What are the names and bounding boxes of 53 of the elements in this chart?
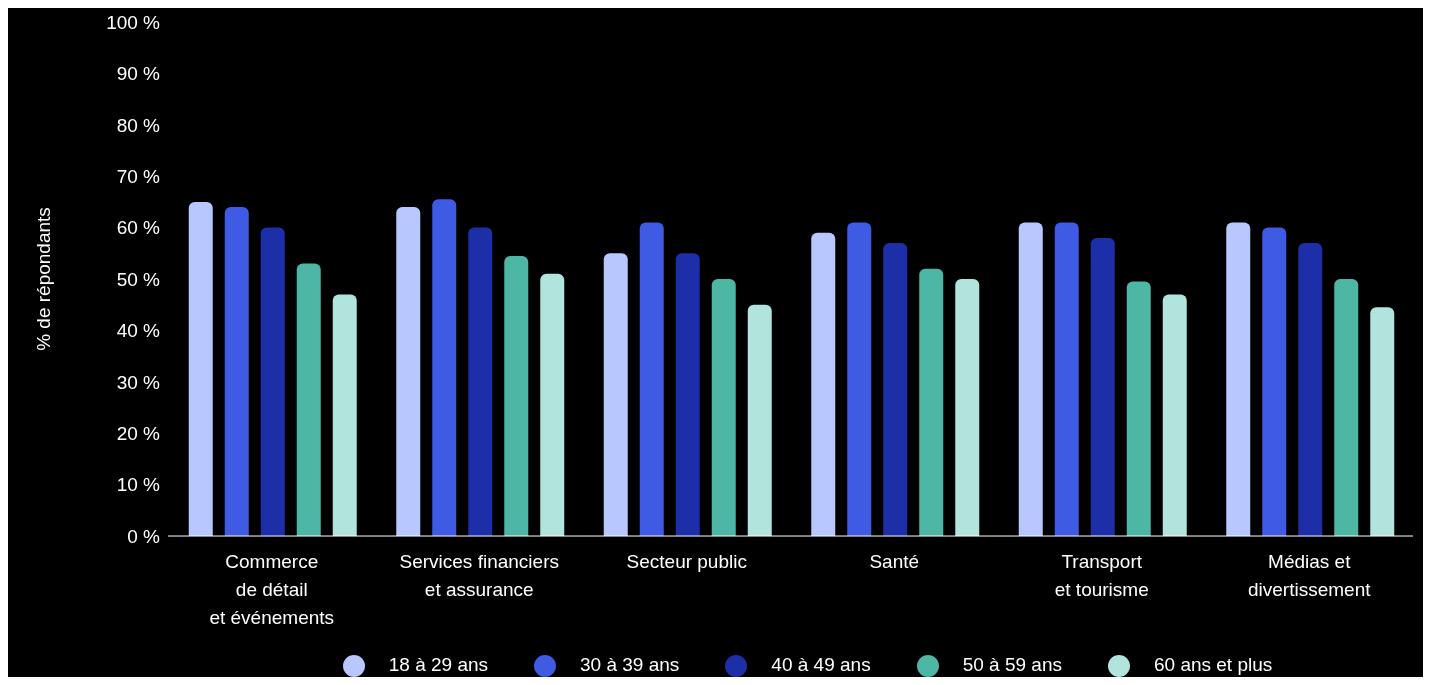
bar [224, 207, 249, 537]
bar [1226, 222, 1251, 537]
bar [639, 222, 664, 537]
y-tick-label: 10 % [116, 474, 161, 496]
bar [1126, 281, 1151, 537]
bar [603, 253, 628, 537]
x-tick-label: Transport et tourisme [1054, 551, 1149, 601]
legend-label: 30 à 39 ans [580, 654, 680, 676]
y-tick-label: 40 % [116, 320, 161, 342]
legend-label: 50 à 59 ans [962, 654, 1062, 676]
bar [332, 294, 357, 537]
bar [1090, 237, 1115, 537]
x-tick-label: Secteur public [626, 551, 747, 573]
bar [711, 279, 736, 537]
x-tick-label: Services financiers et assurance [399, 551, 559, 601]
bar [811, 232, 836, 537]
legend-label: 40 à 49 ans [771, 654, 871, 676]
bar [1262, 227, 1287, 537]
x-tick-label: Santé [869, 551, 920, 573]
bar [883, 243, 908, 537]
y-tick-label: 80 % [116, 114, 161, 136]
bar [432, 199, 457, 537]
bar [1018, 222, 1043, 537]
y-tick-label: 20 % [116, 422, 161, 444]
bar [188, 201, 213, 537]
bar [1054, 222, 1079, 537]
bar [1162, 294, 1187, 537]
y-tick-label: 50 % [116, 268, 161, 290]
bar [919, 268, 944, 537]
y-tick-label: 90 % [116, 63, 161, 85]
bar [847, 222, 872, 537]
y-axis-title: % de répondants [32, 207, 54, 351]
bar [296, 263, 321, 537]
x-tick-label: Commerce de détail et événements [209, 551, 335, 629]
y-tick-label: 30 % [116, 371, 161, 393]
bar [468, 227, 493, 537]
y-tick-label: 70 % [116, 165, 161, 187]
bar [747, 304, 772, 537]
legend-label: 18 à 29 ans [388, 654, 489, 676]
legend-label: 60 ans et plus [1153, 654, 1273, 676]
bar [504, 255, 529, 537]
y-tick-label: 0 % [127, 525, 161, 547]
y-tick-label: 100 % [106, 11, 161, 33]
bar [1370, 307, 1395, 537]
x-tick-label: Médias et divertissement [1248, 551, 1372, 601]
bar [540, 273, 565, 537]
bar [1334, 279, 1359, 537]
bar [260, 227, 285, 537]
bar [955, 279, 980, 537]
bar [675, 253, 700, 537]
y-tick-label: 60 % [116, 217, 161, 239]
bar [1298, 243, 1323, 537]
bar [396, 207, 421, 537]
